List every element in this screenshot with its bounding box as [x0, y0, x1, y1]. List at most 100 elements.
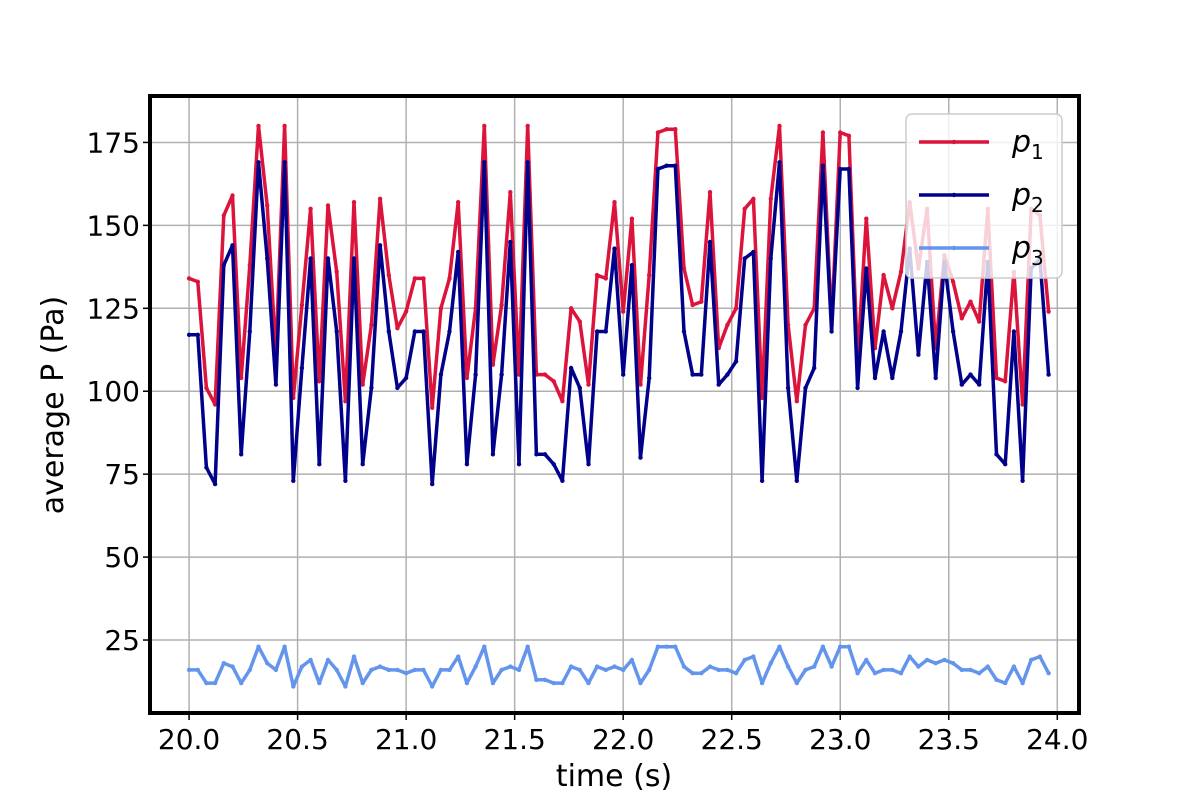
data-point — [421, 667, 426, 673]
data-point — [438, 372, 444, 377]
y-tick-label: 100 — [87, 375, 140, 408]
data-point — [594, 664, 600, 669]
data-point — [256, 123, 261, 129]
data-point — [725, 322, 730, 328]
data-point — [239, 375, 244, 381]
data-point — [317, 680, 322, 686]
legend-label-subscript: 2 — [1031, 193, 1044, 217]
data-point — [325, 203, 331, 208]
data-point — [638, 680, 643, 686]
data-point — [568, 365, 574, 371]
legend-marker — [951, 245, 957, 251]
data-point — [621, 372, 626, 377]
x-tick-label: 20.0 — [158, 723, 220, 756]
data-point — [542, 452, 548, 457]
data-point — [282, 160, 287, 165]
data-point — [447, 329, 452, 334]
data-point — [968, 372, 973, 377]
data-point — [820, 644, 826, 649]
data-point — [499, 302, 504, 308]
data-point — [534, 677, 539, 682]
data-point — [186, 332, 192, 337]
data-point — [386, 667, 391, 673]
data-point — [256, 160, 261, 165]
data-point — [325, 256, 331, 261]
data-point — [586, 382, 591, 387]
data-point — [794, 478, 799, 483]
data-point — [829, 329, 834, 334]
data-point — [265, 256, 270, 261]
data-point — [551, 379, 556, 384]
data-point — [629, 657, 635, 663]
data-point — [673, 644, 678, 649]
data-point — [230, 193, 235, 198]
data-point — [864, 266, 869, 271]
data-point — [525, 160, 530, 165]
y-tick-label: 75 — [104, 458, 140, 491]
data-point — [681, 266, 687, 271]
plot-frame — [148, 94, 1081, 715]
legend-item-p1: p1 — [919, 125, 1044, 164]
data-point — [1029, 657, 1034, 663]
data-point — [638, 455, 643, 460]
data-point — [916, 664, 921, 669]
data-point — [412, 667, 417, 673]
data-point — [994, 452, 999, 457]
data-point — [881, 329, 886, 334]
y-tick-label: 125 — [87, 292, 140, 325]
data-point — [647, 667, 652, 673]
data-point — [803, 667, 808, 673]
data-point — [707, 664, 713, 669]
data-point — [838, 166, 843, 172]
data-point — [950, 329, 956, 334]
data-point — [525, 123, 530, 129]
data-point — [221, 661, 226, 666]
data-point — [673, 163, 678, 168]
data-point — [846, 133, 852, 138]
data-point — [603, 667, 608, 673]
data-point — [716, 667, 721, 673]
data-point — [1046, 309, 1051, 314]
series-p2 — [186, 160, 1051, 487]
data-point — [568, 664, 574, 669]
data-point — [438, 306, 444, 311]
data-point — [395, 667, 400, 673]
data-point — [872, 671, 878, 676]
data-point — [1011, 329, 1017, 334]
data-point — [933, 375, 938, 381]
data-point — [351, 654, 357, 659]
data-point — [968, 299, 973, 304]
data-point — [508, 239, 513, 245]
data-point — [551, 680, 556, 686]
y-tick-label: 50 — [104, 541, 140, 574]
data-point — [803, 322, 808, 328]
data-point — [629, 216, 635, 221]
data-point — [473, 664, 478, 669]
data-point — [369, 667, 374, 673]
data-point — [621, 667, 626, 673]
data-point — [898, 329, 904, 334]
data-point — [950, 279, 956, 284]
x-tick-label: 23.5 — [918, 723, 980, 756]
data-point — [577, 667, 582, 673]
data-point — [212, 402, 218, 407]
data-point — [647, 375, 652, 381]
data-point — [430, 684, 435, 689]
data-point — [282, 644, 287, 649]
data-point — [690, 302, 695, 308]
data-point — [308, 256, 313, 261]
data-point — [403, 309, 409, 314]
legend-label-subscript: 3 — [1031, 246, 1044, 270]
series-layer — [186, 123, 1051, 689]
data-point — [195, 279, 200, 284]
data-point — [664, 644, 669, 649]
data-point — [612, 246, 617, 251]
data-point — [838, 644, 843, 649]
x-tick-label: 22.0 — [592, 723, 654, 756]
data-point — [273, 667, 279, 673]
data-point — [1037, 654, 1043, 659]
data-point — [221, 263, 226, 268]
data-point — [516, 462, 522, 467]
data-point — [907, 654, 912, 659]
